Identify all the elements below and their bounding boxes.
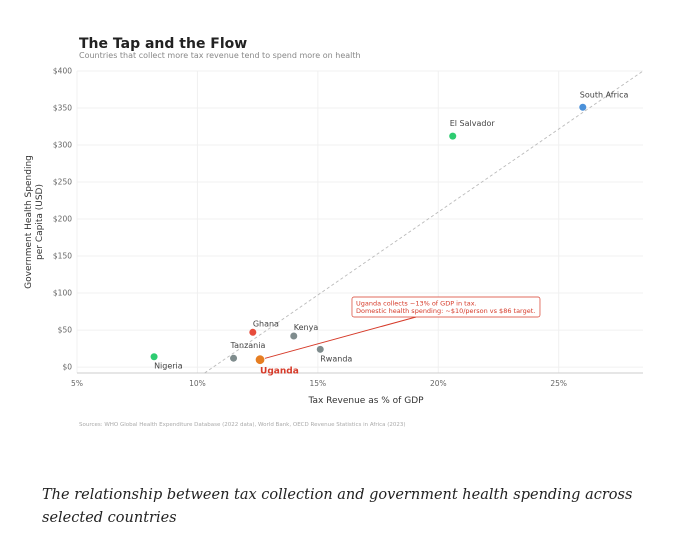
point-label-rwanda: Rwanda (320, 354, 352, 363)
x-tick-label: 25% (550, 379, 567, 388)
y-axis-label: Government Health Spending per Capita (U… (24, 155, 45, 289)
y-axis-label-line-1: Government Health Spending (24, 155, 34, 289)
y-tick-label: $50 (58, 326, 73, 335)
y-tick-label: $250 (53, 178, 72, 187)
point-el-salvador (449, 132, 457, 140)
point-ghana (249, 328, 257, 336)
grid (76, 70, 643, 373)
chart-title: The Tap and the Flow (79, 36, 247, 52)
point-label-el-salvador: El Salvador (450, 119, 496, 128)
trend-line (204, 70, 644, 374)
x-tick-label: 5% (71, 379, 83, 388)
x-tick-label: 20% (430, 379, 447, 388)
y-tick-label: $200 (53, 215, 72, 224)
annotation-text-line-2: Domestic health spending: ~$10/person vs… (356, 307, 535, 315)
y-tick-label: $100 (53, 289, 72, 298)
data-points: South Africa El Salvador Ghana Kenya Tanzani… (150, 90, 629, 377)
trendline-group (204, 70, 644, 374)
annotation-box (351, 296, 541, 318)
y-tick-label: $0 (62, 363, 72, 372)
y-tick-label: $300 (53, 141, 72, 150)
point-label-uganda: Uganda (260, 367, 299, 377)
point-label-tanzania: Tanzania (230, 341, 266, 350)
x-axis-label: Tax Revenue as % of GDP (307, 396, 424, 406)
chart-subtitle: Countries that collect more tax revenue … (79, 51, 361, 60)
point-label-ghana: Ghana (253, 319, 279, 328)
chart: The Tap and the Flow Countries that coll… (24, 36, 644, 428)
annotation-text-line-1: Uganda collects ~13% of GDP in tax. (356, 299, 477, 307)
x-tick-labels: 5% 10% 15% 20% 25% (71, 379, 567, 388)
point-label-south-africa: South Africa (580, 90, 629, 99)
annotation-leader-line (259, 316, 417, 361)
y-tick-labels: $0 $50 $100 $150 $200 $250 $300 $350 $400 (53, 67, 72, 372)
figure-caption: The relationship between tax collection … (42, 487, 633, 526)
source-note: Sources: WHO Global Health Expenditure D… (79, 422, 406, 428)
annotation-group: Uganda collects ~13% of GDP in tax. Dome… (259, 296, 541, 361)
x-tick-label: 15% (310, 379, 327, 388)
point-nigeria (150, 353, 158, 361)
y-tick-label: $350 (53, 104, 72, 113)
point-tanzania (230, 354, 238, 362)
y-tick-label: $400 (53, 67, 72, 76)
y-tick-label: $150 (53, 252, 72, 261)
point-label-nigeria: Nigeria (154, 362, 183, 371)
point-uganda (254, 354, 266, 365)
point-south-africa (579, 103, 587, 111)
point-kenya (290, 332, 298, 340)
point-rwanda (316, 345, 324, 353)
y-axis-label-line-2: per Capita (USD) (35, 184, 45, 260)
point-label-kenya: Kenya (294, 323, 319, 332)
x-tick-label: 10% (189, 379, 206, 388)
